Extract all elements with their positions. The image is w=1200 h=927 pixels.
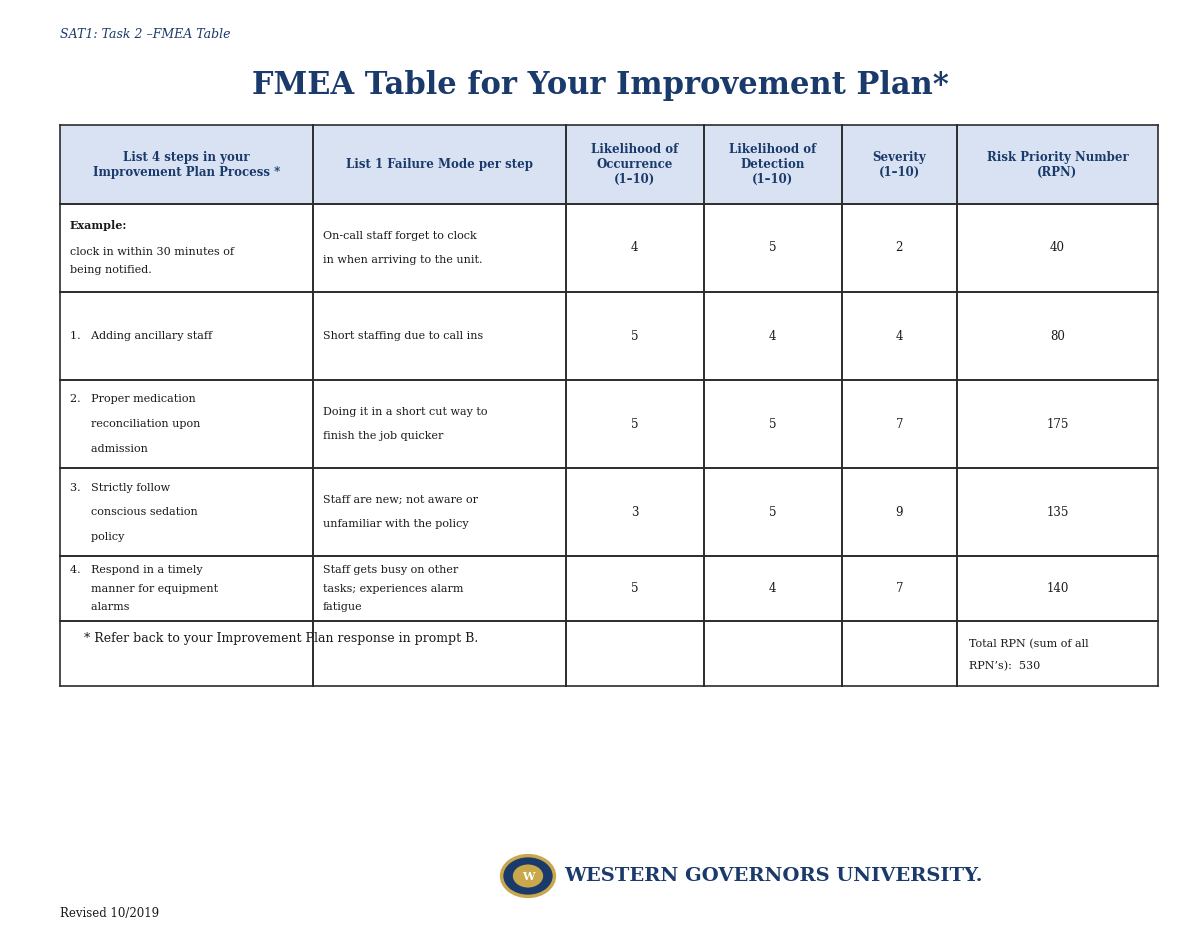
Text: On-call staff forget to clock: On-call staff forget to clock xyxy=(323,231,476,241)
Text: FMEA Table for Your Improvement Plan*: FMEA Table for Your Improvement Plan* xyxy=(252,70,948,100)
Text: Revised 10/2019: Revised 10/2019 xyxy=(60,907,160,920)
Text: 3: 3 xyxy=(631,505,638,519)
Text: manner for equipment: manner for equipment xyxy=(70,584,217,593)
Text: 135: 135 xyxy=(1046,505,1068,519)
Text: 7: 7 xyxy=(895,417,904,431)
Text: 2: 2 xyxy=(895,241,902,255)
Text: fatigue: fatigue xyxy=(323,602,362,612)
Text: List 1 Failure Mode per step: List 1 Failure Mode per step xyxy=(346,158,533,171)
Text: Likelihood of
Occurrence
(1–10): Likelihood of Occurrence (1–10) xyxy=(592,143,678,186)
Text: reconciliation upon: reconciliation upon xyxy=(70,419,200,429)
Text: finish the job quicker: finish the job quicker xyxy=(323,431,443,441)
Text: 5: 5 xyxy=(769,505,776,519)
Text: 4: 4 xyxy=(631,241,638,255)
Text: alarms: alarms xyxy=(70,602,130,612)
Text: Staff gets busy on other: Staff gets busy on other xyxy=(323,565,457,576)
Text: in when arriving to the unit.: in when arriving to the unit. xyxy=(323,255,482,265)
Text: RPN’s):  530: RPN’s): 530 xyxy=(968,661,1040,672)
Text: 175: 175 xyxy=(1046,417,1068,431)
Text: admission: admission xyxy=(70,444,148,453)
Text: tasks; experiences alarm: tasks; experiences alarm xyxy=(323,584,463,593)
Text: 5: 5 xyxy=(631,582,638,595)
Text: 5: 5 xyxy=(631,417,638,431)
Text: 3.   Strictly follow: 3. Strictly follow xyxy=(70,483,169,492)
Text: 4: 4 xyxy=(769,582,776,595)
Text: Severity
(1–10): Severity (1–10) xyxy=(872,150,926,179)
Text: Example:: Example: xyxy=(70,221,127,232)
Text: 5: 5 xyxy=(769,241,776,255)
Text: 1.   Adding ancillary staff: 1. Adding ancillary staff xyxy=(70,331,211,341)
Text: being notified.: being notified. xyxy=(70,265,151,275)
Text: Risk Priority Number
(RPN): Risk Priority Number (RPN) xyxy=(986,150,1128,179)
Text: unfamiliar with the policy: unfamiliar with the policy xyxy=(323,519,468,529)
Text: 7: 7 xyxy=(895,582,904,595)
Text: List 4 steps in your
Improvement Plan Process *: List 4 steps in your Improvement Plan Pr… xyxy=(92,150,280,179)
Text: Staff are new; not aware or: Staff are new; not aware or xyxy=(323,495,478,505)
Text: Short staffing due to call ins: Short staffing due to call ins xyxy=(323,331,482,341)
Text: SAT1: Task 2 –FMEA Table: SAT1: Task 2 –FMEA Table xyxy=(60,28,230,41)
Text: WESTERN GOVERNORS UNIVERSITY.: WESTERN GOVERNORS UNIVERSITY. xyxy=(564,867,983,885)
Text: * Refer back to your Improvement Plan response in prompt B.: * Refer back to your Improvement Plan re… xyxy=(84,632,479,645)
Text: clock in within 30 minutes of: clock in within 30 minutes of xyxy=(70,248,234,258)
Text: 2.   Proper medication: 2. Proper medication xyxy=(70,395,196,404)
Text: W: W xyxy=(522,870,534,882)
Text: 4.   Respond in a timely: 4. Respond in a timely xyxy=(70,565,203,576)
Text: Likelihood of
Detection
(1–10): Likelihood of Detection (1–10) xyxy=(730,143,816,186)
Text: 4: 4 xyxy=(769,329,776,343)
Text: 140: 140 xyxy=(1046,582,1068,595)
Text: 5: 5 xyxy=(631,329,638,343)
Text: 4: 4 xyxy=(895,329,904,343)
Text: 5: 5 xyxy=(769,417,776,431)
Text: policy: policy xyxy=(70,532,124,541)
Text: Doing it in a short cut way to: Doing it in a short cut way to xyxy=(323,407,487,417)
Text: conscious sedation: conscious sedation xyxy=(70,507,197,517)
Text: Total RPN (sum of all: Total RPN (sum of all xyxy=(968,639,1088,649)
Text: 40: 40 xyxy=(1050,241,1064,255)
Text: 80: 80 xyxy=(1050,329,1064,343)
Text: 9: 9 xyxy=(895,505,904,519)
